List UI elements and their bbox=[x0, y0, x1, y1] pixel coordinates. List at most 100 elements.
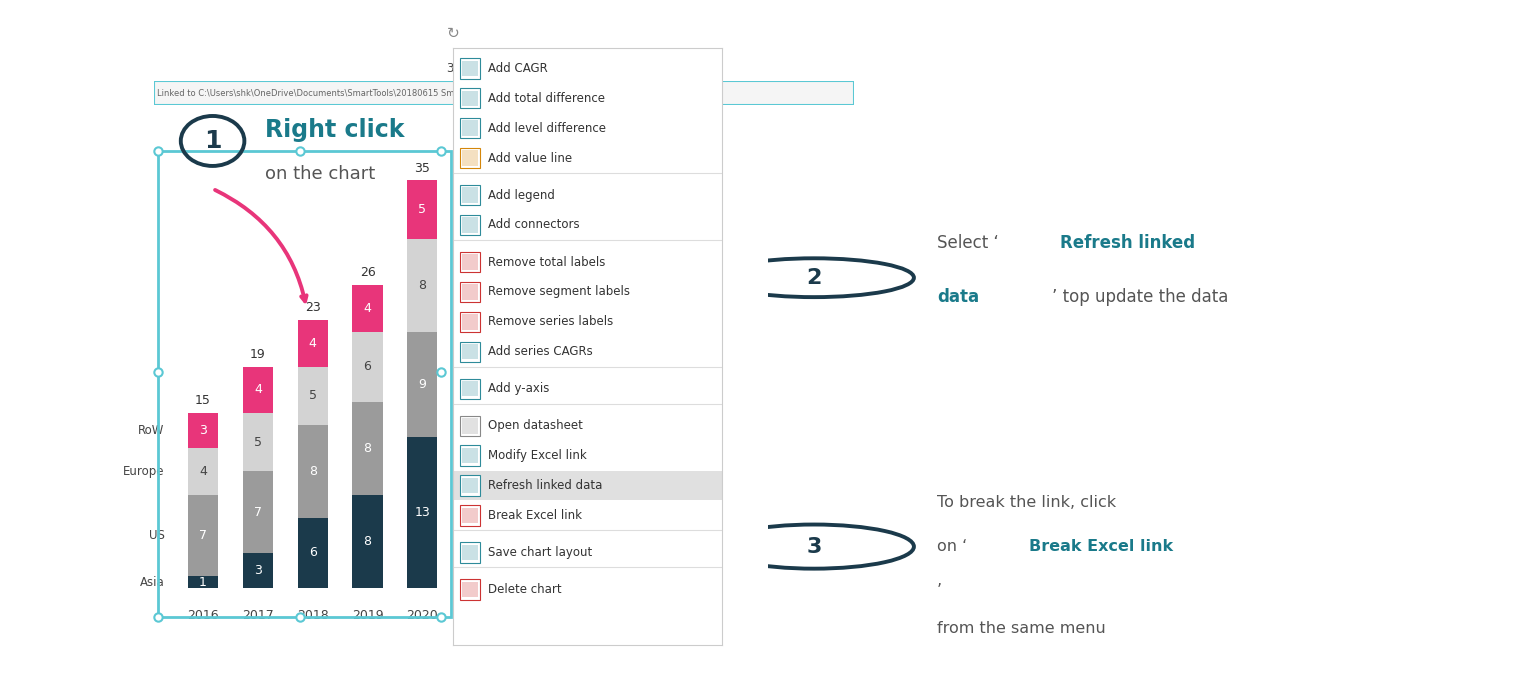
Text: 8: 8 bbox=[364, 441, 372, 455]
Bar bbox=[459, 215, 479, 235]
Text: Add y-axis: Add y-axis bbox=[488, 382, 550, 395]
Bar bbox=[243, 553, 273, 588]
Text: 5: 5 bbox=[309, 389, 316, 402]
Text: Break Excel link: Break Excel link bbox=[488, 509, 582, 522]
Bar bbox=[243, 414, 273, 471]
Bar bbox=[459, 58, 479, 79]
Text: 3: 3 bbox=[253, 564, 261, 577]
Bar bbox=[462, 508, 478, 523]
Bar bbox=[352, 285, 382, 332]
Text: ’: ’ bbox=[937, 583, 942, 598]
Text: 3: 3 bbox=[200, 424, 207, 437]
Text: 3: 3 bbox=[806, 536, 822, 557]
Text: 26: 26 bbox=[359, 266, 375, 279]
Bar bbox=[243, 367, 273, 414]
Bar bbox=[459, 445, 479, 466]
Text: Open datasheet: Open datasheet bbox=[488, 419, 584, 433]
Text: Europe: Europe bbox=[123, 465, 164, 478]
Bar bbox=[298, 367, 327, 425]
Bar bbox=[462, 448, 478, 463]
Text: 8: 8 bbox=[418, 278, 427, 292]
Bar bbox=[459, 579, 479, 600]
Bar bbox=[462, 217, 478, 233]
Bar bbox=[459, 282, 479, 302]
FancyBboxPatch shape bbox=[453, 471, 722, 500]
Bar bbox=[462, 478, 478, 493]
Bar bbox=[462, 284, 478, 299]
Bar bbox=[459, 379, 479, 399]
Text: 35: 35 bbox=[445, 62, 461, 75]
Text: To break the link, click: To break the link, click bbox=[937, 495, 1117, 510]
Bar bbox=[462, 150, 478, 166]
Text: 4: 4 bbox=[364, 302, 372, 315]
Text: Asia: Asia bbox=[140, 576, 164, 589]
Text: 13: 13 bbox=[415, 506, 430, 519]
Text: US: US bbox=[149, 529, 164, 542]
Bar bbox=[243, 471, 273, 553]
Text: on the chart: on the chart bbox=[266, 164, 375, 183]
Text: 2016: 2016 bbox=[187, 609, 218, 622]
Text: 6: 6 bbox=[309, 547, 316, 559]
Bar bbox=[462, 314, 478, 329]
Text: 5: 5 bbox=[253, 436, 261, 449]
Text: Right click: Right click bbox=[266, 118, 404, 142]
Bar bbox=[459, 543, 479, 563]
Text: 19: 19 bbox=[250, 348, 266, 361]
Bar bbox=[352, 495, 382, 588]
Bar bbox=[462, 187, 478, 203]
Text: Select ‘: Select ‘ bbox=[937, 234, 998, 253]
FancyBboxPatch shape bbox=[154, 81, 854, 105]
Text: data: data bbox=[937, 288, 978, 306]
Bar bbox=[462, 381, 478, 397]
Text: 7: 7 bbox=[200, 529, 207, 542]
Bar bbox=[352, 332, 382, 401]
Text: 15: 15 bbox=[195, 394, 210, 407]
Text: Add value line: Add value line bbox=[488, 151, 573, 164]
Bar bbox=[459, 416, 479, 436]
Text: 9: 9 bbox=[418, 378, 427, 390]
Bar bbox=[459, 185, 479, 205]
Text: 4: 4 bbox=[200, 465, 207, 478]
Text: 23: 23 bbox=[304, 301, 321, 314]
Text: Remove series labels: Remove series labels bbox=[488, 315, 613, 328]
Bar bbox=[459, 252, 479, 272]
Bar bbox=[352, 401, 382, 495]
Text: 1: 1 bbox=[204, 129, 221, 153]
Bar bbox=[462, 545, 478, 560]
Bar bbox=[459, 475, 479, 496]
Text: Refresh linked: Refresh linked bbox=[1060, 234, 1195, 253]
Text: 8: 8 bbox=[364, 535, 372, 548]
Text: Remove total labels: Remove total labels bbox=[488, 255, 605, 268]
Bar bbox=[459, 118, 479, 139]
Bar bbox=[462, 582, 478, 598]
Bar bbox=[298, 425, 327, 518]
Bar bbox=[459, 312, 479, 332]
Text: on ‘: on ‘ bbox=[937, 539, 968, 554]
Bar bbox=[459, 342, 479, 362]
Bar bbox=[462, 60, 478, 76]
Bar bbox=[187, 448, 218, 495]
Text: 4: 4 bbox=[309, 337, 316, 350]
Bar bbox=[462, 90, 478, 106]
Bar bbox=[462, 254, 478, 270]
Text: 7: 7 bbox=[253, 506, 261, 519]
Bar bbox=[462, 344, 478, 359]
Text: 5: 5 bbox=[418, 203, 427, 216]
Text: from the same menu: from the same menu bbox=[937, 621, 1106, 636]
Text: RoW: RoW bbox=[138, 424, 164, 437]
Text: Add series CAGRs: Add series CAGRs bbox=[488, 345, 593, 358]
Bar bbox=[407, 238, 438, 332]
Text: 2018: 2018 bbox=[296, 609, 329, 622]
Text: 2: 2 bbox=[806, 268, 822, 288]
Text: Add total difference: Add total difference bbox=[488, 92, 605, 105]
Text: 8: 8 bbox=[309, 465, 316, 478]
Text: Save chart layout: Save chart layout bbox=[488, 546, 593, 559]
Text: 1: 1 bbox=[200, 576, 207, 589]
Bar bbox=[187, 576, 218, 588]
Bar bbox=[187, 495, 218, 576]
Text: Add CAGR: Add CAGR bbox=[488, 62, 548, 75]
Text: 2017: 2017 bbox=[243, 609, 273, 622]
Bar bbox=[459, 148, 479, 168]
Bar bbox=[407, 181, 438, 238]
Bar bbox=[459, 88, 479, 109]
